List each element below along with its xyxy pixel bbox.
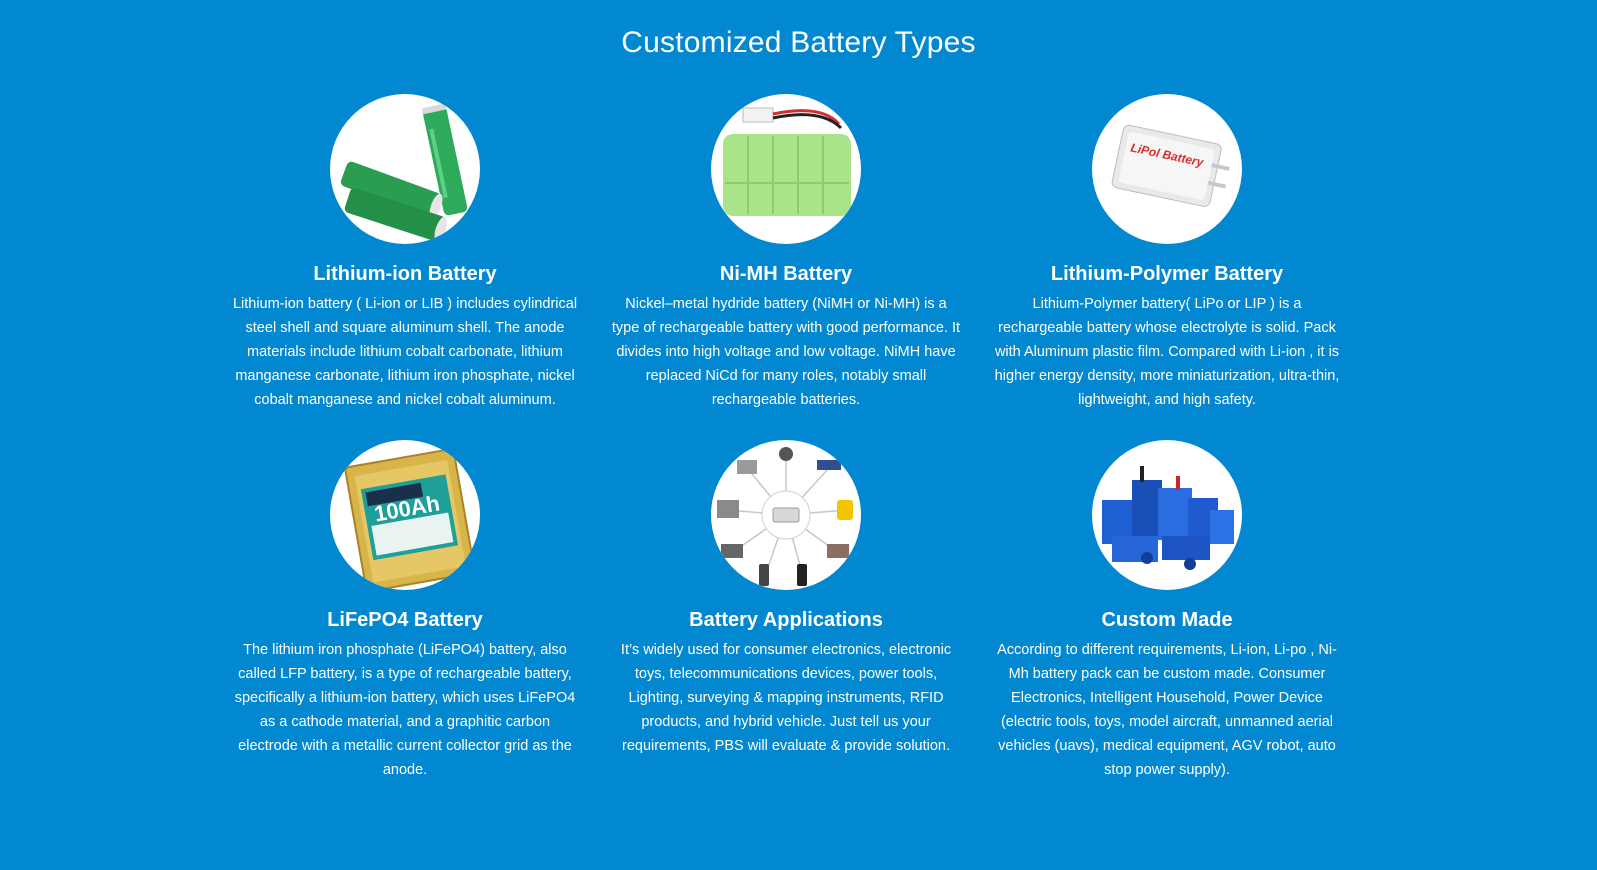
section-title: Customized Battery Types <box>621 26 976 59</box>
card-description: Lithium-ion battery ( Li-ion or LIB ) in… <box>232 296 578 408</box>
card-description: The lithium iron phosphate (LiFePO4) bat… <box>234 642 576 778</box>
lipo-pouch-image: LiPol Battery <box>1092 94 1242 244</box>
card-description: According to different requirements, Li-… <box>997 642 1337 778</box>
card-title: Custom Made <box>1101 609 1233 631</box>
card-battery-applications[interactable]: Battery Applications It’s widely used fo… <box>608 440 964 758</box>
card-title: LiFePO4 Battery <box>327 609 483 631</box>
cylindrical-cells-image <box>330 94 480 244</box>
card-title: Battery Applications <box>689 609 883 631</box>
nimh-pack-image <box>711 94 861 244</box>
card-description: It’s widely used for consumer electronic… <box>620 642 952 754</box>
card-title: Lithium-Polymer Battery <box>1050 263 1284 285</box>
card-description: Lithium-Polymer battery( LiPo or LIP ) i… <box>994 296 1340 408</box>
custom-packs-image <box>1092 440 1242 590</box>
card-nimh[interactable]: Ni-MH Battery Nickel–metal hydride batte… <box>608 94 964 412</box>
card-lifepo4[interactable]: 100Ah LiFePO4 Battery The lithium iron p… <box>227 440 583 782</box>
applications-image <box>711 440 861 590</box>
card-title: Lithium-ion Battery <box>313 263 497 285</box>
lifepo4-cell-image: 100Ah <box>330 440 480 590</box>
card-lithium-polymer[interactable]: LiPol Battery Lithium-Polymer Battery Li… <box>989 94 1345 412</box>
card-lithium-ion[interactable]: Lithium-ion Battery Lithium-ion battery … <box>227 94 583 412</box>
card-custom-made[interactable]: Custom Made According to different requi… <box>989 440 1345 782</box>
card-description: Nickel–metal hydride battery (NiMH or Ni… <box>611 296 961 408</box>
card-title: Ni-MH Battery <box>719 263 853 285</box>
